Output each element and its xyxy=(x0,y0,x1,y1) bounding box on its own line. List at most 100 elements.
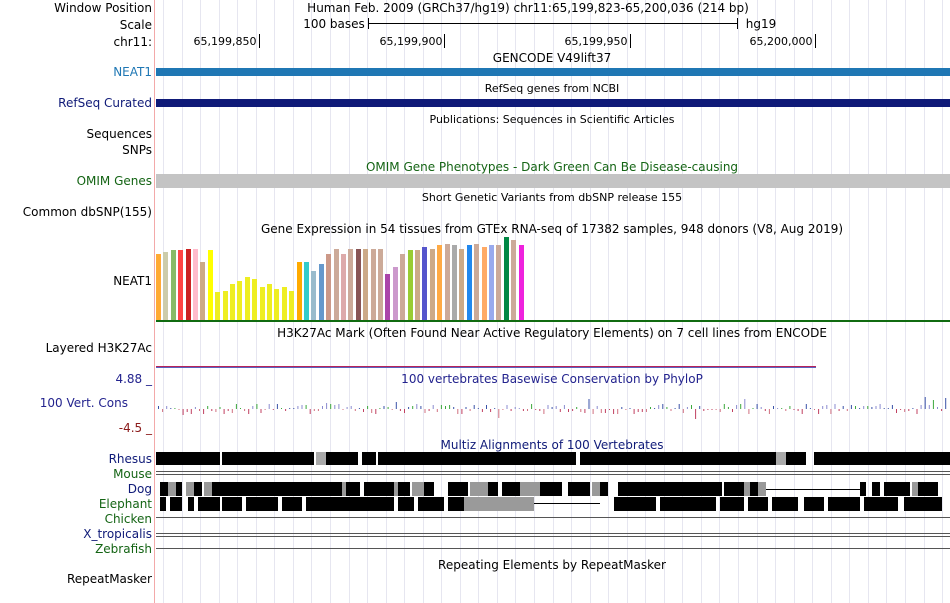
gtex-tissue-bar[interactable] xyxy=(408,250,413,321)
gtex-tissue-bar[interactable] xyxy=(378,249,383,321)
gtex-tissue-bar[interactable] xyxy=(496,245,501,321)
species-label-dog[interactable]: Dog xyxy=(127,482,152,496)
refseq-track-label[interactable]: RefSeq Curated xyxy=(58,96,152,110)
gtex-tissue-bar[interactable] xyxy=(459,249,464,321)
gtex-bar-chart[interactable] xyxy=(156,237,556,321)
gtex-tissue-bar[interactable] xyxy=(519,245,524,321)
gtex-tissue-bar[interactable] xyxy=(452,245,457,321)
window-start-line xyxy=(154,0,155,603)
phylop-score-mark xyxy=(752,408,754,409)
gtex-tissue-bar[interactable] xyxy=(282,287,287,321)
gtex-tissue-bar[interactable] xyxy=(311,271,316,321)
gtex-tissue-bar[interactable] xyxy=(156,254,161,321)
phylop-score-mark xyxy=(440,405,442,409)
grid-line xyxy=(719,0,720,603)
gtex-tissue-bar[interactable] xyxy=(363,249,368,321)
gtex-tissue-bar[interactable] xyxy=(482,247,487,321)
gtex-tissue-bar[interactable] xyxy=(260,287,265,321)
gtex-tissue-bar[interactable] xyxy=(504,237,509,321)
gtex-tissue-bar[interactable] xyxy=(267,284,272,321)
phylop-score-mark xyxy=(293,408,295,409)
phylop-score-mark xyxy=(678,404,680,409)
phylop-score-mark xyxy=(732,409,733,412)
gtex-tissue-bar[interactable] xyxy=(385,274,390,321)
species-label-x-tropicalis[interactable]: X_tropicalis xyxy=(83,527,152,541)
gtex-tissue-bar[interactable] xyxy=(223,291,228,321)
phylop-score-mark xyxy=(449,405,451,409)
publications-label-sequences[interactable]: Sequences xyxy=(86,127,152,141)
gtex-tissue-bar[interactable] xyxy=(163,252,168,321)
gtex-track-label[interactable]: NEAT1 xyxy=(113,274,152,288)
gtex-tissue-bar[interactable] xyxy=(489,245,494,321)
gtex-tissue-bar[interactable] xyxy=(186,249,191,321)
gtex-tissue-bar[interactable] xyxy=(178,250,183,321)
gtex-tissue-bar[interactable] xyxy=(348,249,353,321)
gtex-tissue-bar[interactable] xyxy=(245,277,250,321)
phylop-score-mark xyxy=(645,409,647,412)
neat1-gene-feature[interactable] xyxy=(156,68,950,76)
scale-bar xyxy=(368,23,737,24)
gtex-tissue-bar[interactable] xyxy=(274,289,279,321)
gtex-tissue-bar[interactable] xyxy=(422,247,427,321)
phylop-score-mark xyxy=(289,408,291,409)
species-label-mouse[interactable]: Mouse xyxy=(113,467,152,481)
species-label-zebrafish[interactable]: Zebrafish xyxy=(95,542,152,556)
phylop-score-mark xyxy=(576,407,578,409)
grid-line xyxy=(664,0,665,603)
phylop-score-mark xyxy=(301,405,303,409)
gtex-tissue-bar[interactable] xyxy=(511,240,516,321)
gtex-tissue-bar[interactable] xyxy=(371,249,376,321)
phylop-track-label[interactable]: 100 Vert. Cons xyxy=(39,396,128,410)
gtex-tissue-bar[interactable] xyxy=(400,254,405,321)
gtex-tissue-bar[interactable] xyxy=(252,279,257,321)
gtex-tissue-bar[interactable] xyxy=(230,284,235,321)
gtex-tissue-bar[interactable] xyxy=(215,292,220,321)
phylop-score-mark xyxy=(773,406,774,409)
gtex-tissue-bar[interactable] xyxy=(304,262,309,321)
phylop-score-mark xyxy=(707,409,709,410)
gtex-tissue-bar[interactable] xyxy=(437,245,442,321)
gtex-tissue-bar[interactable] xyxy=(393,267,398,321)
gtex-tissue-bar[interactable] xyxy=(289,291,294,321)
omim-gene-feature[interactable] xyxy=(156,174,950,188)
species-label-rhesus[interactable]: Rhesus xyxy=(108,452,152,466)
phylop-score-mark xyxy=(170,408,172,409)
dog-gap xyxy=(412,482,424,496)
gtex-tissue-bar[interactable] xyxy=(200,262,205,321)
gtex-tissue-bar[interactable] xyxy=(356,249,361,321)
refseq-gene-feature[interactable] xyxy=(156,99,950,107)
phylop-score-mark xyxy=(850,405,852,409)
grid-line xyxy=(886,0,887,603)
h3k27ac-track-label[interactable]: Layered H3K27Ac xyxy=(45,341,152,355)
dog-block xyxy=(600,482,608,496)
gtex-tissue-bar[interactable] xyxy=(193,249,198,321)
gtex-tissue-bar[interactable] xyxy=(334,249,339,321)
gtex-tissue-bar[interactable] xyxy=(171,250,176,321)
phylop-score-mark xyxy=(621,407,623,409)
gtex-tissue-bar[interactable] xyxy=(445,244,450,321)
gtex-tissue-bar[interactable] xyxy=(341,254,346,321)
publications-label-snps[interactable]: SNPs xyxy=(122,143,152,157)
phylop-score-mark xyxy=(338,404,340,409)
species-label-elephant[interactable]: Elephant xyxy=(98,497,152,511)
gtex-tissue-bar[interactable] xyxy=(467,245,472,321)
gtex-tissue-bar[interactable] xyxy=(297,262,302,321)
phylop-score-mark xyxy=(928,405,930,409)
gtex-tissue-bar[interactable] xyxy=(415,250,420,321)
phylop-score-mark xyxy=(420,406,422,409)
dog-gap xyxy=(758,482,766,496)
gtex-tissue-bar[interactable] xyxy=(208,250,213,321)
repeatmasker-track-label[interactable]: RepeatMasker xyxy=(66,572,152,586)
gtex-tissue-bar[interactable] xyxy=(319,264,324,321)
gtex-tissue-bar[interactable] xyxy=(430,249,435,321)
phylop-score-mark xyxy=(223,409,225,414)
phylop-score-mark xyxy=(920,405,922,409)
gencode-track-label[interactable]: NEAT1 xyxy=(113,65,152,79)
species-label-chicken[interactable]: Chicken xyxy=(104,512,152,526)
dbsnp-track-label[interactable]: Common dbSNP(155) xyxy=(22,205,152,219)
gtex-tissue-bar[interactable] xyxy=(237,281,242,321)
omim-track-label[interactable]: OMIM Genes xyxy=(76,174,152,188)
gtex-tissue-bar[interactable] xyxy=(474,244,479,321)
gtex-tissue-bar[interactable] xyxy=(326,254,331,321)
